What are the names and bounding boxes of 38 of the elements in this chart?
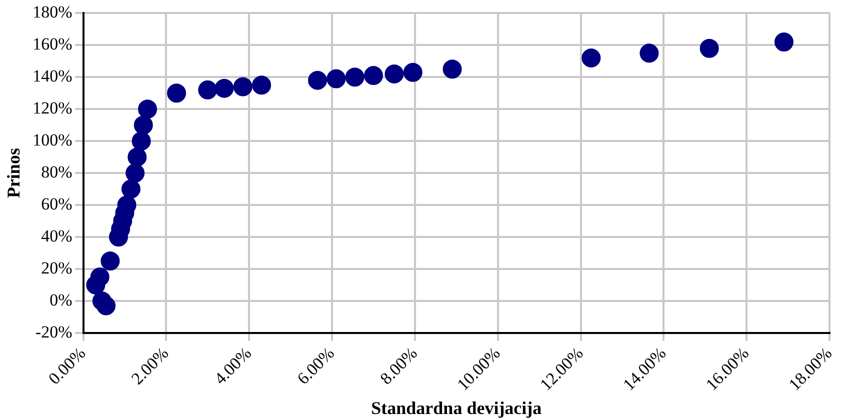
point (252, 76, 272, 95)
point (384, 64, 404, 84)
y-tick-label: 40% (41, 226, 72, 246)
y-tick-label: 80% (41, 162, 72, 182)
point (308, 70, 328, 90)
point (167, 84, 186, 103)
y-tick-label: 120% (32, 98, 72, 118)
y-tick-label: 180% (32, 2, 72, 22)
y-tick-label: 100% (32, 130, 72, 150)
point (442, 60, 462, 79)
y-tick-label: -20% (35, 322, 72, 342)
point (96, 296, 116, 316)
point (134, 116, 153, 135)
point (214, 78, 234, 98)
point (700, 38, 719, 58)
y-axis-title: Prinos (3, 148, 24, 198)
point (326, 69, 346, 88)
y-tick-label: 0% (50, 290, 72, 310)
point (364, 66, 383, 86)
point (198, 80, 218, 100)
point (774, 32, 794, 52)
point (100, 251, 120, 270)
point (138, 100, 158, 119)
y-tick-label: 60% (41, 194, 72, 214)
point (121, 180, 140, 199)
x-axis-title: Standardna devijacija (371, 398, 542, 418)
point (126, 164, 145, 183)
point (403, 62, 422, 82)
point (582, 48, 601, 68)
point (132, 132, 151, 151)
point (233, 77, 252, 96)
point (90, 267, 110, 286)
point (128, 148, 147, 167)
y-tick-label: 160% (32, 34, 72, 54)
point (640, 44, 659, 63)
y-tick-label: 20% (41, 258, 72, 278)
y-tick-label: 140% (32, 66, 72, 86)
point (345, 68, 364, 87)
